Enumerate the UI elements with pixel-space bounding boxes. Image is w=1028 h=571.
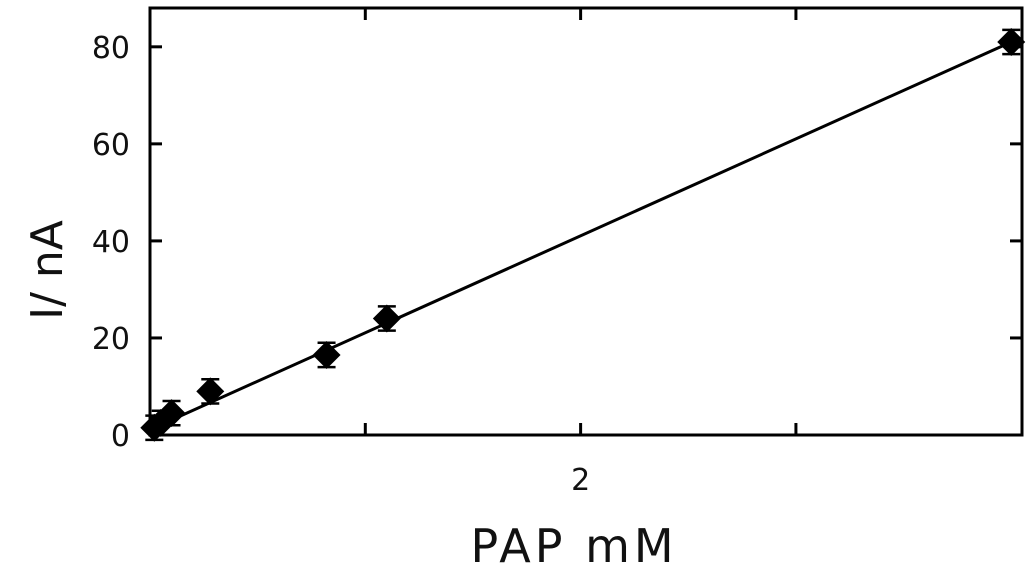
x-tick-label: 2 [571, 463, 590, 498]
data-point [196, 377, 225, 406]
diamond-marker [997, 27, 1026, 56]
data-point [997, 27, 1026, 56]
y-tick-label: 0 [111, 419, 130, 454]
y-axis-title: I/ nA [22, 220, 73, 320]
data-point [372, 304, 401, 333]
data-point [157, 399, 186, 428]
x-axis-title: PAP mM [470, 519, 677, 571]
plot-frame [148, 6, 1024, 437]
data-points [140, 27, 1026, 442]
data-point [312, 340, 341, 369]
diamond-marker [196, 377, 225, 406]
diamond-marker [372, 304, 401, 333]
y-tick-label: 40 [92, 225, 130, 260]
y-tick-label: 80 [92, 31, 130, 66]
diamond-marker [157, 399, 186, 428]
x-tick-labels: 2 [571, 463, 590, 498]
y-tick-label: 60 [92, 128, 130, 163]
y-tick-label: 20 [92, 322, 130, 357]
fit-line-group [153, 40, 1012, 430]
fit-line [153, 40, 1012, 430]
y-tick-labels: 0 20 40 60 80 [92, 31, 130, 454]
diamond-marker [312, 340, 341, 369]
